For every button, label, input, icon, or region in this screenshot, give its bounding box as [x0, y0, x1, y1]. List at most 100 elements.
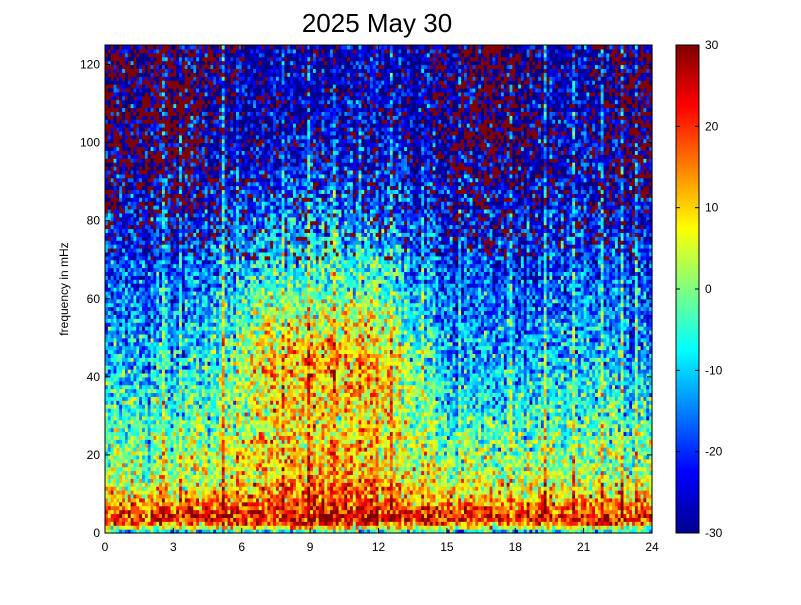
heatmap-cell [130, 103, 135, 109]
heatmap-cell [136, 326, 140, 331]
heatmap-cell [130, 439, 135, 444]
heatmap-cell [144, 142, 149, 148]
heatmap-cell [107, 158, 112, 163]
heatmap-cell [127, 224, 132, 230]
heatmap-cell [116, 212, 120, 218]
heatmap-cell [124, 509, 129, 515]
heatmap-cell [139, 52, 143, 58]
heatmap-cell [119, 146, 123, 151]
heatmap-cell [116, 411, 120, 417]
heatmap-cell [133, 275, 137, 280]
heatmap-cell [110, 115, 115, 120]
heatmap-cell [116, 224, 120, 230]
heatmap-cell [124, 267, 129, 273]
heatmap-cell [105, 521, 109, 526]
heatmap-cell [124, 322, 129, 327]
heatmap-cell [136, 259, 140, 265]
heatmap-cell [110, 193, 115, 198]
heatmap-cell [130, 517, 135, 522]
heatmap-cell [130, 240, 135, 245]
heatmap-cell [130, 423, 135, 429]
heatmap-cell [116, 310, 120, 315]
heatmap-cell [113, 232, 117, 237]
heatmap-cell [124, 205, 129, 210]
heatmap-cell [144, 439, 149, 444]
heatmap-cell [144, 392, 149, 397]
heatmap-cell [144, 95, 149, 101]
heatmap-cell [147, 138, 152, 144]
heatmap-cell [119, 501, 123, 507]
heatmap-cell [139, 447, 143, 452]
heatmap-cell [147, 154, 152, 159]
heatmap-cell [124, 185, 129, 191]
heatmap-cell [110, 236, 115, 241]
heatmap-cell [124, 341, 129, 347]
heatmap-cell [105, 193, 109, 198]
heatmap-cell [136, 435, 140, 440]
heatmap-cell [116, 248, 120, 253]
heatmap-cell [122, 513, 126, 518]
heatmap-cell [147, 224, 152, 230]
heatmap-cell [139, 509, 143, 515]
heatmap-cell [133, 454, 137, 460]
heatmap-cell [144, 470, 149, 476]
heatmap-cell [107, 431, 112, 436]
heatmap-cell [142, 232, 146, 237]
heatmap-cell [139, 240, 143, 245]
heatmap-cell [105, 294, 109, 300]
heatmap-cell [105, 146, 109, 151]
heatmap-cell [142, 513, 146, 518]
heatmap-cell [133, 353, 137, 358]
heatmap-cell [136, 126, 140, 132]
heatmap-cell [142, 443, 146, 448]
heatmap-cell [119, 115, 123, 120]
heatmap-cell [142, 80, 146, 85]
heatmap-cell [144, 372, 149, 378]
heatmap-cell [124, 45, 129, 50]
heatmap-cell [139, 454, 143, 460]
heatmap-cell [147, 115, 152, 120]
heatmap-cell [144, 466, 149, 472]
heatmap-cell [113, 357, 117, 362]
heatmap-cell [105, 404, 109, 409]
heatmap-cell [144, 431, 149, 436]
heatmap-cell [139, 290, 143, 296]
heatmap-cell [147, 333, 152, 339]
heatmap-cell [116, 505, 120, 511]
heatmap-cell [144, 458, 149, 464]
heatmap-cell [113, 525, 117, 530]
heatmap-cell [113, 376, 117, 382]
heatmap-cell [130, 388, 135, 394]
heatmap-cell [119, 365, 123, 370]
heatmap-cell [119, 201, 123, 206]
heatmap-cell [127, 310, 132, 315]
heatmap-cell [113, 529, 117, 534]
heatmap-cell [107, 193, 112, 198]
heatmap-cell [147, 372, 152, 378]
heatmap-cell [144, 271, 149, 276]
heatmap-cell [110, 298, 115, 304]
heatmap-cell [116, 201, 120, 206]
heatmap-cell [113, 490, 117, 495]
heatmap-cell [142, 255, 146, 261]
heatmap-cell [136, 411, 140, 417]
heatmap-cell [119, 290, 123, 296]
heatmap-cell [116, 64, 120, 70]
heatmap-cell [107, 404, 112, 409]
heatmap-cell [105, 236, 109, 241]
heatmap-cell [113, 314, 117, 319]
heatmap-cell [105, 493, 109, 499]
heatmap-cell [142, 201, 146, 206]
heatmap-cell [150, 454, 155, 460]
heatmap-cell [105, 267, 109, 273]
heatmap-cell [110, 486, 115, 491]
heatmap-cell [105, 357, 109, 362]
heatmap-cell [144, 216, 149, 222]
heatmap-cell [113, 287, 117, 292]
heatmap-cell [142, 216, 146, 222]
heatmap-cell [119, 126, 123, 132]
heatmap-cell [147, 314, 152, 319]
heatmap-cell [130, 259, 135, 265]
heatmap-cell [107, 208, 112, 214]
heatmap-cell [130, 275, 135, 280]
